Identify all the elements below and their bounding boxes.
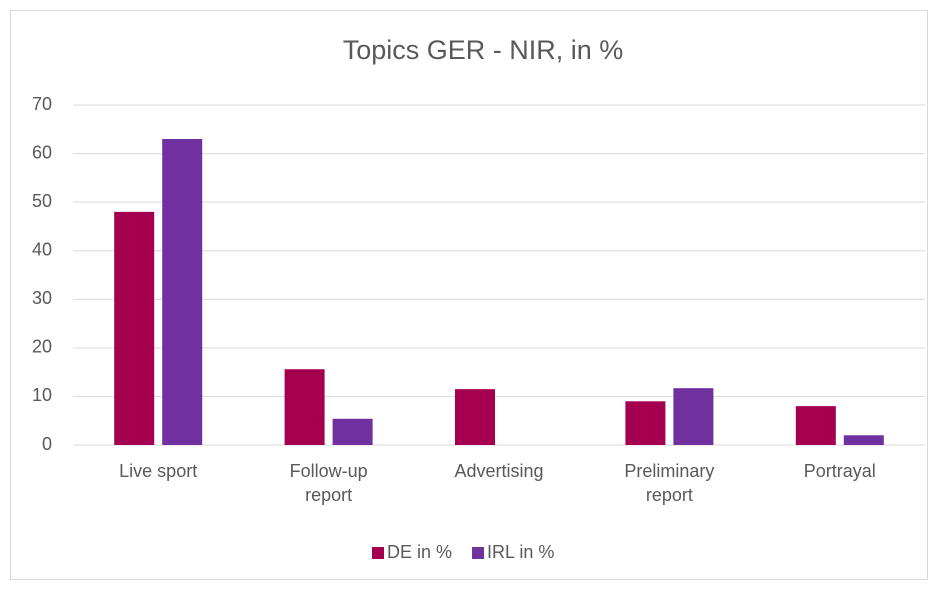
y-tick-label: 30 <box>32 288 52 308</box>
legend-swatch <box>472 547 485 559</box>
y-tick-label: 70 <box>32 94 52 114</box>
bar <box>843 435 884 445</box>
x-tick-label-box: Advertising <box>454 461 544 481</box>
y-tick-label: 10 <box>32 385 52 405</box>
y-tick-label: 50 <box>32 191 52 211</box>
bar <box>795 406 836 445</box>
legend-label: DE in % <box>387 542 452 562</box>
x-tick-label-box: Live sport <box>119 461 198 481</box>
y-tick-label: 20 <box>32 337 52 357</box>
bar <box>114 211 155 445</box>
bar <box>162 139 203 445</box>
bar <box>332 418 373 445</box>
x-tick-label: Follow-up report <box>289 461 368 505</box>
y-tick-label: 40 <box>32 239 52 259</box>
bar <box>625 401 666 445</box>
x-tick-label: Live sport <box>119 461 198 481</box>
bar <box>284 369 325 445</box>
x-tick-label: Advertising <box>454 461 544 481</box>
chart-title: Topics GER - NIR, in % <box>343 35 624 65</box>
legend-swatch <box>372 547 384 559</box>
x-tick-label-box: Preliminary report <box>624 461 715 505</box>
y-tick-label: 60 <box>32 142 52 162</box>
y-tick-label: 0 <box>42 434 52 454</box>
bar <box>673 388 714 445</box>
x-tick-label-box: Portrayal <box>803 461 876 481</box>
x-tick-label-box: Follow-up report <box>289 461 368 505</box>
legend-label: IRL in % <box>487 542 554 562</box>
x-tick-label: Preliminary report <box>624 461 715 505</box>
bar <box>455 389 495 445</box>
x-tick-label: Portrayal <box>803 461 876 481</box>
